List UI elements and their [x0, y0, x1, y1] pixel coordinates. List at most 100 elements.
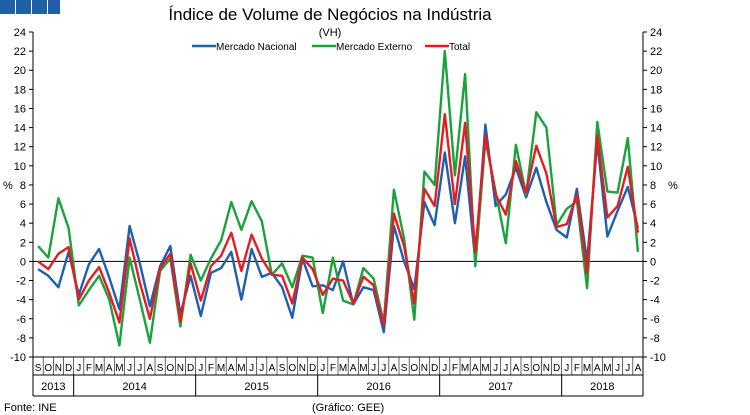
month-label: N — [421, 363, 428, 374]
month-label: M — [237, 363, 245, 374]
y-tick-label-right: 14 — [650, 123, 662, 135]
month-label: A — [594, 363, 601, 374]
month-label: J — [320, 363, 325, 374]
year-label: 2016 — [366, 381, 390, 393]
y-tick-label-left: 22 — [14, 46, 26, 58]
y-tick-label-left: -6 — [16, 314, 26, 326]
month-label: F — [86, 363, 92, 374]
chart-subtitle: (VH) — [319, 27, 342, 39]
month-label: A — [635, 363, 642, 374]
year-label: 2017 — [488, 381, 512, 393]
y-tick-label-left: 20 — [14, 65, 26, 77]
header-square-4 — [48, 0, 60, 14]
y-tick-label-left: -8 — [16, 333, 26, 345]
y-tick-label-left: 24 — [14, 27, 26, 39]
credit-note: (Gráfico: GEE) — [312, 402, 384, 414]
y-tick-label-right: 6 — [650, 199, 656, 211]
month-label: F — [330, 363, 336, 374]
y-tick-label-left: -2 — [16, 276, 26, 288]
month-label: J — [127, 363, 132, 374]
y-tick-label-right: 10 — [650, 161, 662, 173]
month-label: A — [269, 363, 276, 374]
month-label: S — [523, 363, 530, 374]
month-label: A — [513, 363, 520, 374]
year-label: 2015 — [244, 381, 268, 393]
month-label: A — [228, 363, 235, 374]
y-tick-label-right: 18 — [650, 84, 662, 96]
month-label: J — [198, 363, 203, 374]
y-tick-label-right: 16 — [650, 103, 662, 115]
y-tick-label-left: -10 — [10, 352, 26, 364]
header-square-2 — [16, 0, 31, 14]
y-axis-label-left: % — [3, 180, 13, 192]
y-tick-label-left: 2 — [20, 237, 26, 249]
month-label: S — [279, 363, 286, 374]
y-tick-label-left: 12 — [14, 142, 26, 154]
year-label: 2014 — [122, 381, 146, 393]
y-tick-label-right: 2 — [650, 237, 656, 249]
month-label: M — [359, 363, 367, 374]
month-label: M — [603, 363, 611, 374]
month-label: A — [106, 363, 113, 374]
month-label: M — [115, 363, 123, 374]
month-label: J — [249, 363, 254, 374]
series-line-total — [37, 112, 640, 327]
month-label: S — [35, 363, 42, 374]
plot-area — [37, 49, 640, 347]
year-label: 2013 — [41, 381, 65, 393]
y-tick-label-right: 0 — [650, 256, 656, 268]
month-label: F — [574, 363, 580, 374]
y-tick-label-left: 16 — [14, 103, 26, 115]
y-tick-label-right: 12 — [650, 142, 662, 154]
month-label: M — [339, 363, 347, 374]
month-label: D — [309, 363, 316, 374]
month-label: D — [187, 363, 194, 374]
month-label: J — [503, 363, 508, 374]
month-label: O — [288, 363, 296, 374]
month-label: N — [543, 363, 550, 374]
legend: Mercado Nacional Mercado Externo Total — [192, 42, 470, 53]
month-label: J — [564, 363, 569, 374]
y-tick-label-left: -4 — [16, 295, 26, 307]
y-tick-label-right: -8 — [650, 333, 660, 345]
month-label: J — [625, 363, 630, 374]
series-line-mercado-nacional — [37, 123, 640, 334]
month-label: A — [350, 363, 357, 374]
legend-label: Mercado Externo — [336, 42, 413, 53]
y-tick-label-right: 8 — [650, 180, 656, 192]
month-label: A — [147, 363, 154, 374]
month-label: N — [177, 363, 184, 374]
y-tick-label-right: 20 — [650, 65, 662, 77]
year-label: 2018 — [590, 381, 614, 393]
month-label: S — [157, 363, 164, 374]
y-axis-label-right: % — [668, 180, 678, 192]
month-label: D — [431, 363, 438, 374]
y-tick-label-left: 4 — [20, 218, 26, 230]
y-tick-label-right: 22 — [650, 46, 662, 58]
month-label: M — [481, 363, 489, 374]
chart-title: Índice de Volume de Negócios na Indústri… — [168, 5, 492, 24]
month-label: D — [553, 363, 560, 374]
y-tick-label-right: -4 — [650, 295, 660, 307]
y-tick-label-right: 24 — [650, 27, 662, 39]
y-tick-label-left: 18 — [14, 84, 26, 96]
month-label: J — [371, 363, 376, 374]
header-square-3 — [32, 0, 47, 14]
month-label: F — [452, 363, 458, 374]
month-label: J — [137, 363, 142, 374]
month-label: D — [65, 363, 72, 374]
month-label: M — [461, 363, 469, 374]
y-tick-label-left: 8 — [20, 180, 26, 192]
y-tick-label-left: 6 — [20, 199, 26, 211]
month-label: F — [208, 363, 214, 374]
y-tick-label-left: 14 — [14, 123, 26, 135]
month-label: J — [381, 363, 386, 374]
month-label: J — [259, 363, 264, 374]
series-line-mercado-externo — [37, 49, 640, 347]
month-label: J — [615, 363, 620, 374]
month-label: O — [532, 363, 540, 374]
month-label: J — [442, 363, 447, 374]
month-label: O — [410, 363, 418, 374]
